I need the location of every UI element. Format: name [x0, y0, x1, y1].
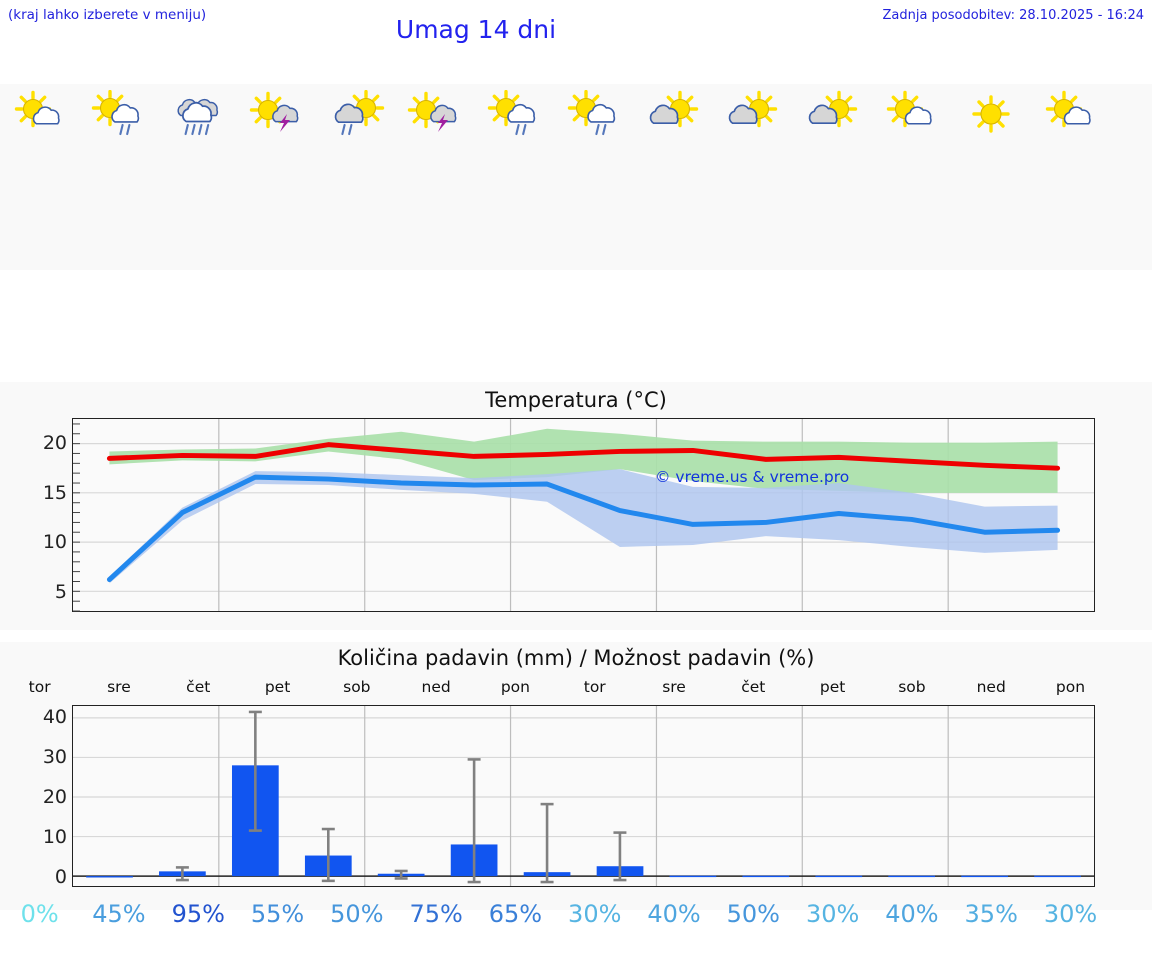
- precipitation-probability: 30%: [1043, 900, 1098, 928]
- precipitation-y-tick-label: 0: [54, 866, 67, 888]
- copyright-label: © vreme.us & vreme.pro: [655, 468, 850, 486]
- precipitation-plot-area: [72, 705, 1095, 887]
- precipitation-probability: 45%: [92, 900, 146, 928]
- forecast-day-cell: [714, 84, 793, 270]
- precipitation-probability: 95%: [171, 900, 225, 928]
- precipitation-probability: 50%: [726, 900, 780, 928]
- precipitation-day-label: sre: [107, 678, 131, 696]
- precipitation-y-tick-label: 10: [42, 826, 67, 848]
- sun-cloud-rain-icon: [484, 89, 546, 138]
- precipitation-probability: 35%: [964, 900, 1018, 928]
- forecast-day-cell: [0, 84, 79, 270]
- precipitation-probability: 30%: [805, 900, 860, 928]
- page-title: Umag 14 dni: [395, 15, 557, 44]
- precipitation-day-label: tor: [583, 678, 606, 696]
- precipitation-day-label: sob: [898, 678, 926, 696]
- precipitation-day-labels: tor sre čet pet sob ned pon tor sre čet pet sob ned p…: [0, 678, 1152, 696]
- precipitation-y-tick-label: 30: [42, 746, 67, 768]
- temperature-chart-panel: Temperatura (°C): [0, 382, 1152, 630]
- forecast-day-cell: [476, 84, 555, 270]
- forecast-days: [0, 84, 1152, 270]
- precipitation-probability: 40%: [885, 900, 939, 928]
- temperature-y-tick-label: 5: [54, 581, 67, 604]
- forecast-day-cell: [159, 84, 238, 270]
- precipitation-chart-title: Količina padavin (mm) / Možnost padavin …: [337, 646, 815, 670]
- precipitation-day-label: sob: [343, 678, 371, 696]
- last-updated: Zadnja posodobitev: 28.10.2025 - 16:24: [882, 8, 1144, 23]
- temperature-chart-title: Temperatura (°C): [485, 388, 667, 412]
- precipitation-probability: 55%: [250, 900, 305, 928]
- menu-hint: (kraj lahko izberete v meniju): [8, 7, 207, 23]
- forecast-day-cell: [952, 84, 1031, 270]
- precipitation-day-label: pon: [500, 678, 530, 696]
- sun-cloud-thunder-icon: [405, 90, 467, 138]
- sun-icon: [960, 90, 1022, 138]
- precipitation-day-label: čet: [741, 678, 766, 696]
- precipitation-y-tick-label: 20: [42, 786, 67, 808]
- precipitation-bars: [73, 706, 1094, 886]
- forecast-day-cell: [238, 84, 317, 270]
- precipitation-day-label: pon: [1055, 678, 1086, 696]
- sun-cloud-rain-icon: [564, 89, 626, 138]
- temperature-plot-area: [72, 418, 1095, 612]
- precipitation-day-label: ned: [421, 678, 451, 696]
- forecast-day-cell: [79, 84, 158, 270]
- forecast-day-strip: [0, 84, 1152, 270]
- forecast-day-cell: [872, 84, 951, 270]
- cloud-sun-rain-icon: [326, 89, 388, 138]
- sun-cloud-icon: [1040, 90, 1102, 138]
- precipitation-probability: 0%: [20, 900, 59, 928]
- precipitation-probability: 40%: [647, 900, 701, 928]
- precipitation-day-label: ned: [976, 678, 1006, 696]
- precipitation-day-label: čet: [186, 678, 211, 696]
- forecast-day-cell: [317, 84, 396, 270]
- cloud-rain-icon: [167, 90, 229, 138]
- temperature-y-tick-label: 15: [42, 481, 67, 504]
- precipitation-probability: 50%: [330, 900, 384, 928]
- precipitation-probability: 30%: [568, 900, 622, 928]
- forecast-day-cell: [793, 84, 872, 270]
- precipitation-y-tick-label: 40: [42, 706, 67, 728]
- top-bar: (kraj lahko izberete v meniju) Umag 14 d…: [0, 0, 1152, 56]
- precipitation-probabilities: 0% 45% 95% 55% 50% 75% 65% 30% 40% 50% 30% 40% 35% 30…: [0, 900, 1152, 928]
- forecast-day-cell: [634, 84, 713, 270]
- temperature-series: [73, 419, 1094, 612]
- temperature-y-tick-label: 20: [42, 431, 67, 454]
- sun-cloud-icon: [9, 90, 71, 138]
- precipitation-day-label: pet: [264, 678, 291, 696]
- precipitation-day-label: pet: [819, 678, 846, 696]
- sun-cloud-rain-icon: [88, 89, 150, 138]
- temperature-y-tick-label: 10: [42, 531, 67, 554]
- precipitation-chart-panel: Količina padavin (mm) / Možnost padavin …: [0, 642, 1152, 910]
- cloud-sun-icon: [722, 90, 784, 138]
- cloud-sun-icon: [643, 90, 705, 138]
- sun-cloud-thunder-icon: [247, 90, 309, 138]
- precipitation-probability: 65%: [488, 900, 543, 928]
- precipitation-day-label: sre: [662, 678, 686, 696]
- cloud-sun-icon: [802, 90, 864, 138]
- sun-cloud-icon: [881, 90, 943, 138]
- forecast-day-cell: [555, 84, 634, 270]
- forecast-day-cell: [396, 84, 475, 270]
- precipitation-day-label: tor: [28, 678, 51, 696]
- precipitation-probability: 75%: [409, 900, 463, 928]
- forecast-day-cell: [1031, 84, 1110, 270]
